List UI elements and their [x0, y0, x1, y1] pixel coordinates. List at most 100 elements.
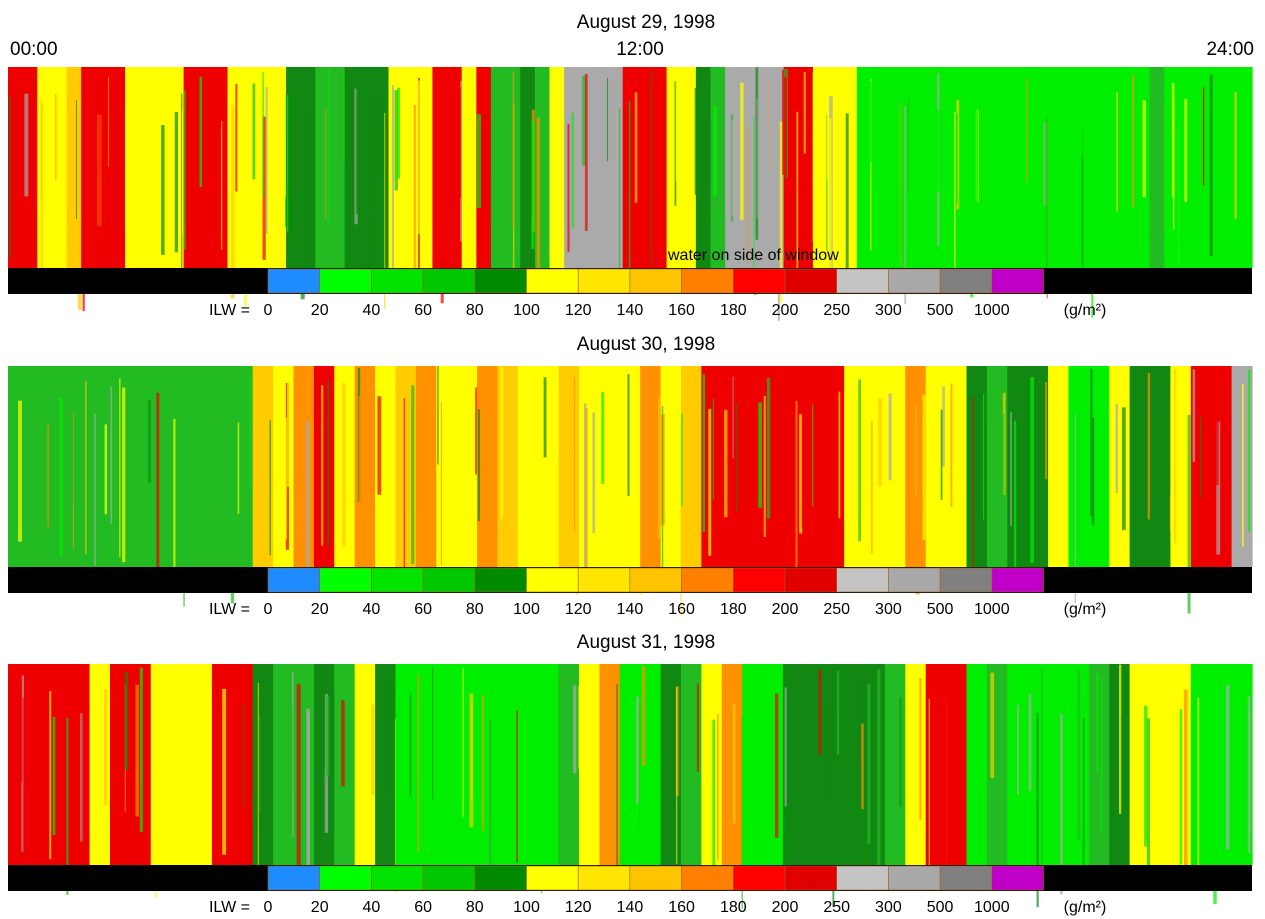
- legend-prefix: ILW =: [209, 302, 250, 319]
- legend-label: 1000: [974, 601, 1010, 618]
- strip-streak: [696, 683, 700, 772]
- strip-streak: [513, 71, 516, 253]
- strip-streak: [922, 394, 926, 541]
- panel-title: August 31, 1998: [577, 632, 715, 653]
- legend-swatch: [474, 865, 527, 891]
- strip-streak: [179, 715, 182, 860]
- strip-streak: [347, 425, 350, 568]
- strip-streak: [835, 374, 839, 526]
- strip-streak: [827, 118, 832, 289]
- strip-streak: [36, 373, 40, 563]
- strip-streak: [477, 409, 480, 522]
- legend-label: 20: [311, 899, 329, 916]
- strip-streak: [186, 98, 189, 182]
- strip-streak: [1146, 718, 1151, 873]
- strip-band: [109, 366, 131, 567]
- strip-streak: [867, 683, 871, 844]
- strip-streak: [40, 103, 43, 275]
- strip-streak: [676, 687, 678, 865]
- time-label: 00:00: [10, 39, 58, 60]
- strip-streak: [492, 676, 495, 766]
- strip-streak: [725, 696, 728, 879]
- strip-streak: [63, 382, 65, 482]
- strip-streak: [262, 116, 266, 260]
- strip-streak: [390, 677, 393, 811]
- strip-streak: [1077, 669, 1081, 840]
- legend-unit: (g/m²): [1064, 899, 1107, 916]
- strip-streak: [407, 412, 411, 592]
- strip-streak: [181, 93, 183, 291]
- strip-band: [1007, 366, 1029, 567]
- strip-streak: [621, 689, 624, 837]
- legend-label: 500: [927, 899, 954, 916]
- legend-swatch: [732, 567, 786, 593]
- strip-streak: [1202, 87, 1205, 186]
- strip-streak: [300, 394, 302, 476]
- strip-streak: [832, 710, 835, 908]
- strip-streak: [732, 703, 736, 824]
- strip-streak: [117, 668, 120, 768]
- strip-band: [803, 366, 825, 567]
- legend-label: 40: [363, 899, 381, 916]
- legend-label: 60: [414, 899, 432, 916]
- strip-streak: [581, 75, 586, 166]
- strip-streak: [1103, 85, 1106, 173]
- strip-streak: [919, 677, 922, 820]
- strip-streak: [321, 385, 324, 546]
- legend-label: 80: [466, 601, 484, 618]
- strip-streak: [957, 367, 960, 459]
- strip-streak: [160, 689, 164, 802]
- strip-streak: [107, 77, 110, 167]
- strip-streak: [52, 717, 56, 836]
- strip-streak: [845, 113, 849, 282]
- strip-streak: [1192, 369, 1196, 463]
- strip-streak: [1002, 413, 1005, 529]
- strip-streak: [796, 111, 799, 289]
- strip-streak: [155, 702, 158, 898]
- legend-label: 180: [720, 302, 747, 319]
- strip-band: [1231, 664, 1253, 865]
- strip-streak: [288, 705, 293, 794]
- strip-streak: [1082, 114, 1087, 292]
- strip-streak: [864, 88, 869, 230]
- strip-streak: [181, 110, 184, 235]
- strip-streak: [691, 107, 693, 294]
- strip-streak: [689, 372, 691, 563]
- strip-streak: [576, 397, 579, 595]
- strip-streak: [96, 666, 100, 811]
- strip-streak: [503, 673, 505, 872]
- strip-band: [1129, 366, 1151, 567]
- legend-label: 60: [414, 302, 432, 319]
- strip-streak: [16, 73, 18, 208]
- strip-streak: [723, 409, 728, 518]
- strip-streak: [259, 693, 263, 837]
- strip-streak: [1151, 83, 1154, 234]
- strip-streak: [787, 683, 791, 854]
- strip-streak: [371, 73, 375, 204]
- strip-streak: [845, 373, 849, 488]
- strip-streak: [242, 677, 246, 826]
- strip-streak: [740, 82, 744, 220]
- legend-unit: (g/m²): [1064, 302, 1107, 319]
- legend-swatch: [474, 567, 527, 593]
- strip-streak: [252, 83, 256, 180]
- strip-streak: [827, 703, 830, 805]
- strip-streak: [1225, 96, 1228, 253]
- strip-streak: [1090, 368, 1093, 517]
- strip-streak: [415, 396, 418, 509]
- strip-streak: [784, 687, 787, 807]
- strip-streak: [419, 67, 423, 253]
- strip-streak: [937, 110, 941, 193]
- strip-streak: [66, 717, 69, 895]
- strip-streak: [592, 77, 594, 219]
- strip-streak: [1010, 412, 1012, 527]
- legend-swatch: [422, 268, 476, 294]
- strip-streak: [1218, 670, 1220, 857]
- strip-streak: [451, 97, 456, 248]
- strip-band: [415, 664, 437, 865]
- strip-streak: [156, 392, 160, 587]
- legend-swatch: [836, 567, 889, 593]
- strip-streak: [921, 723, 924, 873]
- strip-streak: [888, 393, 892, 481]
- strip-streak: [1016, 704, 1019, 795]
